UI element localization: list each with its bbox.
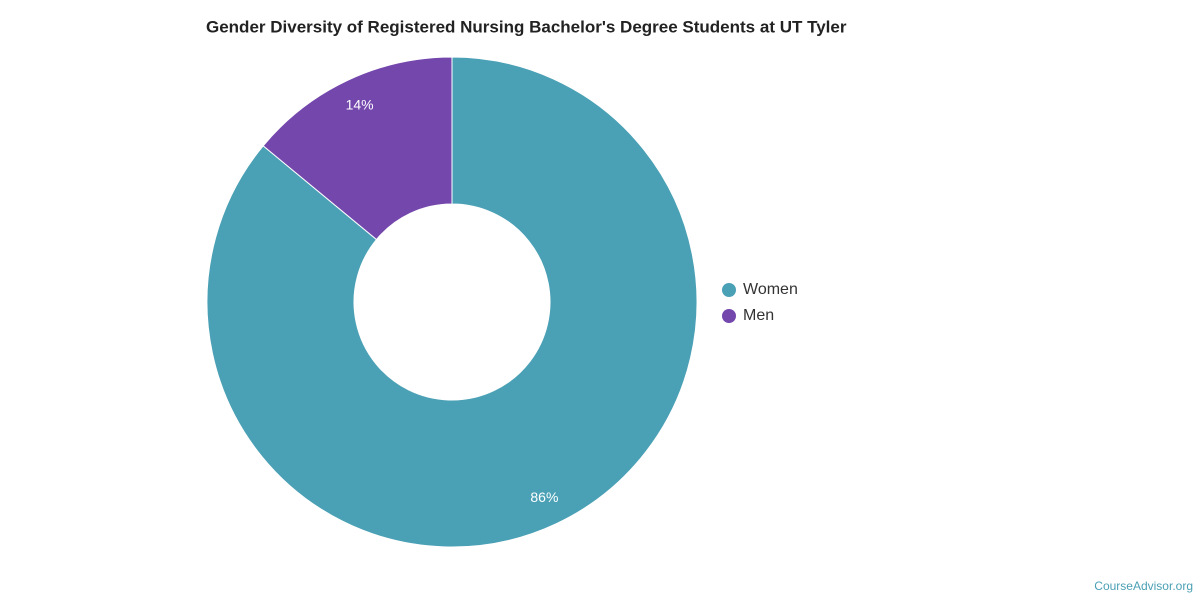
- legend-marker: [722, 283, 736, 297]
- chart-title: Gender Diversity of Registered Nursing B…: [206, 17, 847, 36]
- legend-label: Men: [743, 307, 774, 324]
- donut-slice: [206, 56, 698, 548]
- data-label: 14%: [346, 96, 374, 112]
- donut-slice: [262, 56, 453, 241]
- watermark: CourseAdvisor.org: [1094, 579, 1193, 593]
- data-label: 86%: [530, 489, 558, 505]
- legend-marker: [722, 309, 736, 323]
- legend-label: Women: [743, 281, 798, 298]
